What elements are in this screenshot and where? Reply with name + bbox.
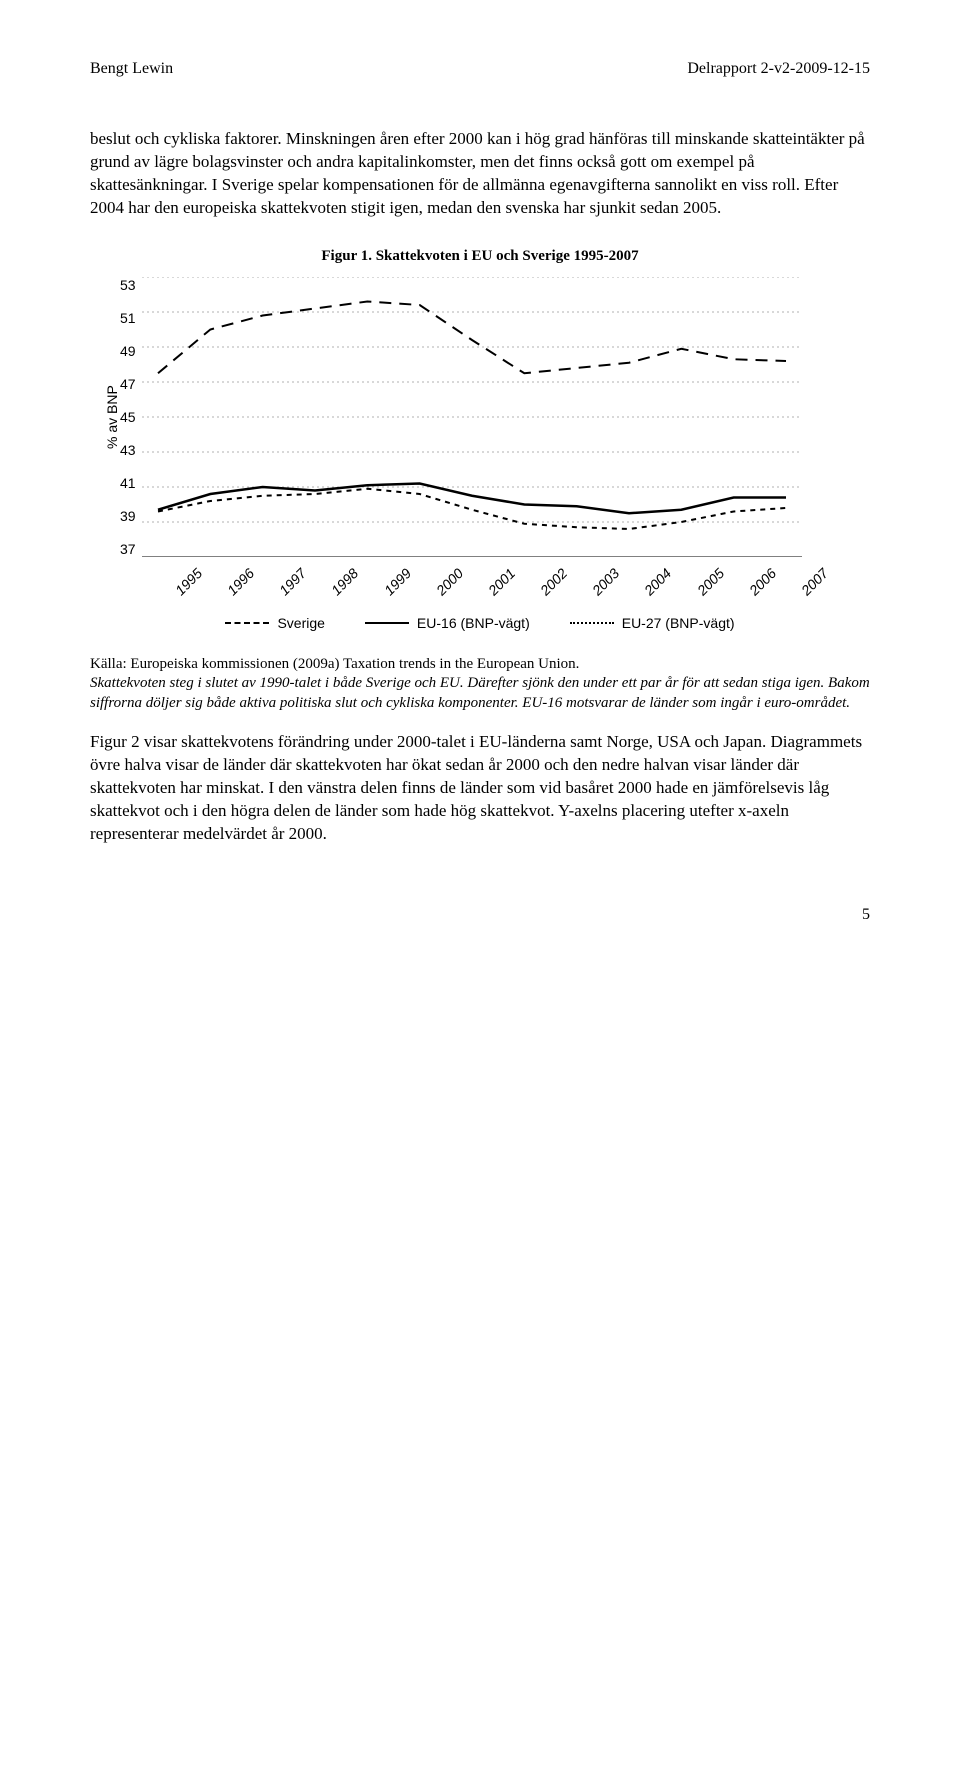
- y-tick: 43: [120, 442, 136, 458]
- header-right: Delrapport 2-v2-2009-12-15: [687, 60, 870, 78]
- chart-caption: Källa: Europeiska kommissionen (2009a) T…: [90, 655, 870, 714]
- page-header: Bengt Lewin Delrapport 2-v2-2009-12-15: [90, 60, 870, 78]
- legend-item-eu16: EU-16 (BNP-vägt): [365, 615, 530, 631]
- legend-swatch: [365, 622, 409, 624]
- caption-source: Källa: Europeiska kommissionen (2009a) T…: [90, 656, 579, 672]
- x-tick: 2004: [639, 565, 674, 600]
- x-tick: 1999: [379, 565, 414, 600]
- x-tick: 1995: [170, 565, 205, 600]
- x-tick: 2003: [587, 565, 622, 600]
- x-tick: 1997: [274, 565, 309, 600]
- chart-plot: [142, 277, 802, 557]
- paragraph-2: Figur 2 visar skattekvotens förändring u…: [90, 731, 870, 846]
- y-tick: 53: [120, 277, 136, 293]
- header-left: Bengt Lewin: [90, 60, 173, 78]
- x-tick: 1998: [326, 565, 361, 600]
- x-tick: 2005: [692, 565, 727, 600]
- legend-swatch: [570, 622, 614, 624]
- legend-swatch: [225, 622, 269, 624]
- y-tick: 39: [120, 508, 136, 524]
- y-tick: 47: [120, 376, 136, 392]
- y-tick: 41: [120, 475, 136, 491]
- caption-italic: Skattekvoten steg i slutet av 1990-talet…: [90, 675, 870, 711]
- y-tick: 45: [120, 409, 136, 425]
- paragraph-1: beslut och cykliska faktorer. Minskninge…: [90, 128, 870, 220]
- x-axis-ticks: 1995 1996 1997 1998 1999 2000 2001 2002 …: [160, 557, 820, 581]
- x-tick: 2000: [431, 565, 466, 600]
- x-tick: 2002: [535, 565, 570, 600]
- chart-title: Figur 1. Skattekvoten i EU och Sverige 1…: [90, 248, 870, 265]
- y-tick: 51: [120, 310, 136, 326]
- x-tick: 2001: [483, 565, 518, 600]
- page-number: 5: [90, 906, 870, 924]
- x-tick: 1996: [222, 565, 257, 600]
- legend-item-sverige: Sverige: [225, 615, 324, 631]
- y-axis-ticks: 53 51 49 47 45 43 41 39 37: [120, 277, 142, 557]
- legend-item-eu27: EU-27 (BNP-vägt): [570, 615, 735, 631]
- legend-label: EU-16 (BNP-vägt): [417, 615, 530, 631]
- legend-label: Sverige: [277, 615, 324, 631]
- x-tick: 2007: [796, 565, 831, 600]
- y-axis-label: % av BNP: [100, 277, 120, 557]
- chart: % av BNP 53 51 49 47 45 43 41 39 37 1995…: [100, 277, 860, 631]
- legend-label: EU-27 (BNP-vägt): [622, 615, 735, 631]
- x-tick: 2006: [744, 565, 779, 600]
- chart-legend: Sverige EU-16 (BNP-vägt) EU-27 (BNP-vägt…: [100, 615, 860, 631]
- y-tick: 37: [120, 541, 136, 557]
- y-tick: 49: [120, 343, 136, 359]
